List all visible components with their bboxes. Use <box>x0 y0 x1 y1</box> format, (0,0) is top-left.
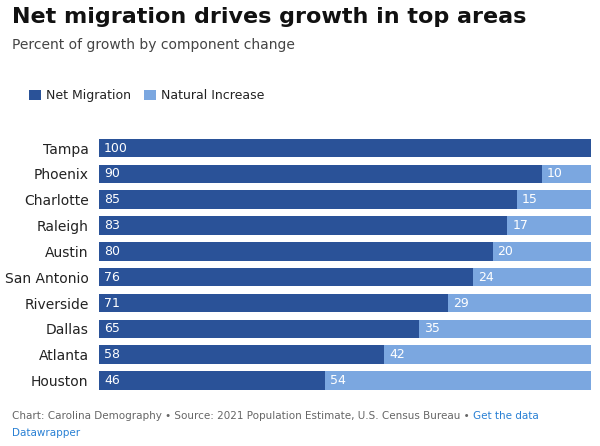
Text: Percent of growth by component change: Percent of growth by component change <box>12 38 295 52</box>
Bar <box>473 268 591 286</box>
Bar <box>99 165 542 183</box>
Text: 100: 100 <box>104 141 128 154</box>
Text: Get the data: Get the data <box>473 412 539 421</box>
Bar <box>542 165 591 183</box>
Text: 58: 58 <box>104 348 120 361</box>
Text: Datawrapper: Datawrapper <box>12 428 80 438</box>
Text: 65: 65 <box>104 322 120 335</box>
Text: 90: 90 <box>104 167 120 180</box>
Bar <box>385 345 591 364</box>
Text: Chart: Carolina Demography • Source: 2021 Population Estimate, U.S. Census Burea: Chart: Carolina Demography • Source: 202… <box>12 412 473 421</box>
Text: 15: 15 <box>522 193 538 206</box>
Text: 46: 46 <box>104 374 119 387</box>
Text: 80: 80 <box>104 245 120 258</box>
Text: 35: 35 <box>424 322 440 335</box>
Bar <box>99 345 385 364</box>
Bar <box>493 242 591 260</box>
Text: Net migration drives growth in top areas: Net migration drives growth in top areas <box>12 7 526 27</box>
Bar <box>325 371 591 390</box>
Bar <box>419 319 591 338</box>
Bar <box>99 319 419 338</box>
Legend: Net Migration, Natural Increase: Net Migration, Natural Increase <box>29 89 265 102</box>
Bar <box>99 371 325 390</box>
Text: 29: 29 <box>453 297 469 310</box>
Text: 24: 24 <box>478 271 494 284</box>
Bar <box>99 216 508 235</box>
Text: 83: 83 <box>104 219 120 232</box>
Bar <box>508 216 591 235</box>
Text: 54: 54 <box>330 374 346 387</box>
Text: 10: 10 <box>547 167 563 180</box>
Text: 20: 20 <box>497 245 514 258</box>
Text: 85: 85 <box>104 193 120 206</box>
Bar <box>517 190 591 209</box>
Text: 71: 71 <box>104 297 120 310</box>
Text: 76: 76 <box>104 271 120 284</box>
Bar <box>448 294 591 312</box>
Bar <box>99 139 591 157</box>
Bar <box>99 242 493 260</box>
Bar <box>99 294 448 312</box>
Bar <box>99 190 517 209</box>
Bar <box>99 268 473 286</box>
Text: 17: 17 <box>512 219 528 232</box>
Text: 42: 42 <box>389 348 405 361</box>
